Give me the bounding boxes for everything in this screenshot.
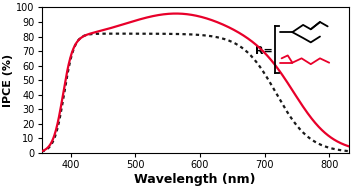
- X-axis label: Wavelength (nm): Wavelength (nm): [134, 173, 256, 186]
- Text: R=: R=: [255, 46, 273, 56]
- Y-axis label: IPCE (%): IPCE (%): [4, 53, 13, 107]
